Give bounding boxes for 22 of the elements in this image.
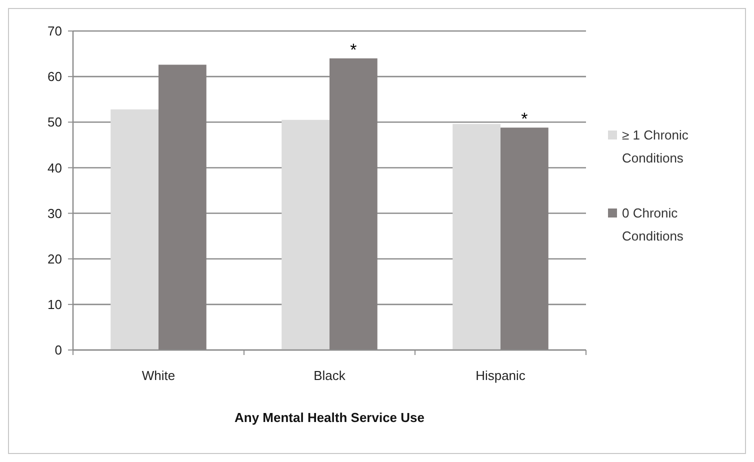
- x-tick-label: Hispanic: [476, 368, 526, 383]
- bar: [158, 64, 206, 350]
- bar: [330, 58, 378, 350]
- y-tick-label: 60: [48, 69, 62, 84]
- x-axis-title: Any Mental Health Service Use: [234, 410, 425, 425]
- bar: [110, 109, 158, 350]
- annotation: *: [350, 40, 358, 60]
- y-tick-label: 0: [54, 342, 62, 358]
- legend-label: 0 Chronic Conditions: [622, 206, 684, 244]
- y-tick-label: 50: [48, 114, 62, 130]
- bar: [282, 120, 330, 350]
- y-tick-label: 30: [48, 206, 62, 221]
- x-tick-label: Black: [314, 368, 346, 383]
- y-tick-label: 10: [48, 296, 62, 312]
- y-tick-label: 40: [48, 160, 62, 176]
- legend-label: ≥ 1 Chronic Conditions: [622, 128, 689, 166]
- annotation: *: [521, 110, 528, 129]
- x-tick-label: White: [142, 368, 176, 383]
- y-tick-label: 20: [48, 251, 62, 266]
- bar: [500, 128, 548, 350]
- y-tick-label: 70: [48, 24, 62, 39]
- bar: [452, 124, 500, 350]
